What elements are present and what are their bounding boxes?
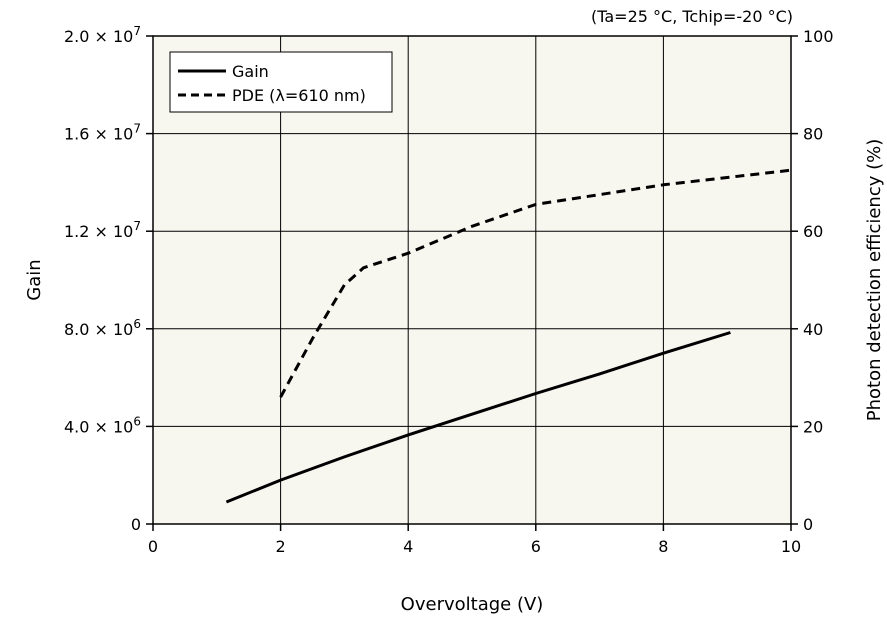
y-left-tick-label: 0: [131, 515, 141, 534]
y-left-tick-label: 1.6 × 107: [64, 122, 141, 144]
x-tick-label: 6: [531, 537, 541, 556]
y-right-tick-label: 40: [803, 320, 823, 339]
x-tick-label: 4: [403, 537, 413, 556]
y-right-tick-label: 100: [803, 27, 834, 46]
x-tick-label: 10: [781, 537, 801, 556]
legend: Gain PDE (λ=610 nm): [169, 51, 393, 113]
series-line-gain: [225, 331, 731, 504]
x-tick-label: 2: [276, 537, 286, 556]
series-line-pde: [279, 168, 792, 398]
legend-box: [169, 51, 393, 113]
y-left-tick-label: 2.0 × 107: [64, 24, 141, 46]
y-right-tick-label: 0: [803, 515, 813, 534]
y-left-tick-label: 1.2 × 107: [64, 219, 141, 241]
grid-lines: [153, 36, 791, 524]
plot-frame: [152, 35, 792, 525]
y-left-tick-label: 4.0 × 106: [64, 414, 141, 436]
y-axis-right-label: Photon detection efficiency (%): [864, 139, 885, 421]
y-right-tick-label: 80: [803, 125, 823, 144]
legend-label-pde: PDE (λ=610 nm): [232, 86, 366, 105]
condition-note: (Ta=25 °C, Tchip=-20 °C): [591, 7, 793, 26]
x-axis-label: Overvoltage (V): [401, 594, 544, 615]
y-left-tick-label: 8.0 × 106: [64, 317, 141, 339]
series-layer: [225, 168, 792, 504]
x-tick-label: 8: [658, 537, 668, 556]
legend-label-gain: Gain: [232, 62, 269, 81]
plot-area: [153, 36, 791, 524]
y-right-tick-label: 20: [803, 417, 823, 436]
y-right-tick-label: 60: [803, 222, 823, 241]
x-tick-label: 0: [148, 537, 158, 556]
y-axis-left-label: Gain: [24, 259, 45, 300]
